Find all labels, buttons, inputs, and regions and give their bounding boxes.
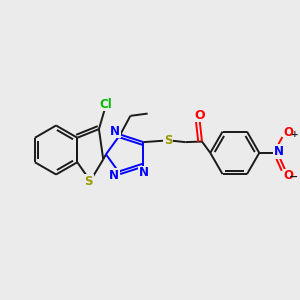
Text: N: N [110,124,120,138]
Text: O: O [194,109,205,122]
Text: N: N [274,145,284,158]
Text: O: O [283,169,293,182]
Text: +: + [291,130,298,139]
Text: Cl: Cl [100,98,112,111]
Text: N: N [139,167,149,179]
Text: O: O [284,126,294,139]
Text: S: S [164,134,172,147]
Text: N: N [109,169,119,182]
Text: S: S [85,175,93,188]
Text: −: − [289,172,298,182]
